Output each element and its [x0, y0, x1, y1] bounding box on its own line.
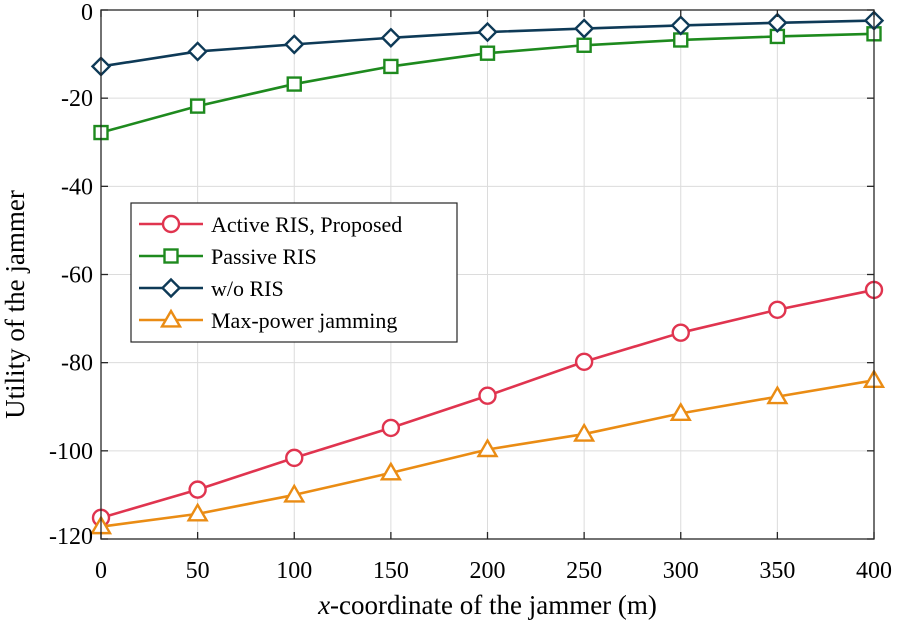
legend-label: w/o RIS	[211, 276, 284, 301]
data-point-square	[286, 76, 302, 92]
data-point-diamond	[160, 277, 182, 299]
data-point-circle	[188, 480, 207, 499]
x-tick-label: 200	[470, 558, 506, 584]
data-point-diamond	[284, 34, 305, 55]
series-square	[93, 26, 882, 141]
data-point-diamond	[767, 12, 788, 33]
data-point-diamond	[670, 15, 691, 36]
y-tick-label: -20	[61, 86, 93, 112]
series-circle	[91, 280, 884, 528]
x-axis-label-variable: x	[317, 590, 330, 620]
data-point-square	[576, 37, 592, 53]
x-tick-label: 0	[95, 558, 107, 584]
y-tick-label: -120	[49, 524, 93, 550]
data-point-circle	[285, 448, 304, 468]
data-point-circle	[671, 323, 690, 342]
legend: Active RIS, Proposed Passive RIS w/o RIS Ma…	[130, 202, 458, 343]
legend-item: Max-power jamming	[139, 308, 397, 333]
x-tick-label: 300	[663, 558, 699, 584]
data-point-circle	[381, 418, 401, 438]
x-tick-label: 400	[856, 558, 892, 584]
data-point-triangle	[573, 422, 596, 442]
data-point-triangle	[476, 438, 499, 458]
data-point-diamond	[573, 18, 595, 39]
data-point-triangle	[159, 308, 183, 328]
data-point-diamond	[187, 41, 208, 62]
x-tick-label: 350	[759, 558, 795, 584]
legend-item: Active RIS, Proposed	[139, 212, 402, 237]
data-point-diamond	[380, 27, 402, 48]
x-tick-label: 100	[276, 558, 312, 584]
data-point-triangle	[379, 461, 402, 481]
data-point-square	[163, 248, 179, 264]
y-tick-label: 0	[81, 0, 93, 26]
y-tick-label: -60	[61, 263, 93, 289]
series-triangle	[89, 368, 886, 535]
y-tick-label: -40	[61, 174, 93, 200]
x-tick-label: 250	[566, 558, 602, 584]
data-point-square	[383, 58, 399, 75]
data-point-triangle	[186, 502, 209, 522]
data-point-circle	[768, 300, 787, 319]
axis-ticks	[100, 9, 875, 540]
y-tick-label: -100	[49, 439, 93, 465]
data-point-diamond	[477, 21, 498, 43]
legend-item: w/o RIS	[139, 276, 284, 301]
tick-labels: 0 50 100 150 200 250 300 350 400 0 -20 -40 -60 -80 -10…	[49, 0, 892, 584]
data-point-triangle	[669, 401, 692, 422]
data-point-circle	[478, 386, 497, 405]
data-point-circle	[574, 352, 594, 371]
x-axis-label-text: -coordinate of the jammer (m)	[330, 590, 657, 620]
x-tick-label: 150	[373, 558, 409, 584]
y-axis-label: Utility of the jammer	[0, 190, 30, 419]
x-axis-label: x-coordinate of the jammer (m)	[317, 590, 657, 620]
data-point-square	[479, 45, 496, 61]
data-point-triangle	[283, 483, 306, 503]
legend-label: Max-power jamming	[211, 308, 397, 333]
x-tick-label: 50	[186, 558, 210, 584]
legend-label: Passive RIS	[211, 244, 317, 269]
series-diamond	[90, 10, 885, 77]
series-lines	[89, 10, 886, 535]
data-point-circle	[161, 214, 181, 234]
data-point-triangle	[766, 385, 789, 405]
legend-item: Passive RIS	[139, 244, 317, 269]
y-tick-label: -80	[61, 351, 93, 377]
legend-label: Active RIS, Proposed	[211, 212, 402, 237]
data-point-square	[189, 98, 206, 114]
